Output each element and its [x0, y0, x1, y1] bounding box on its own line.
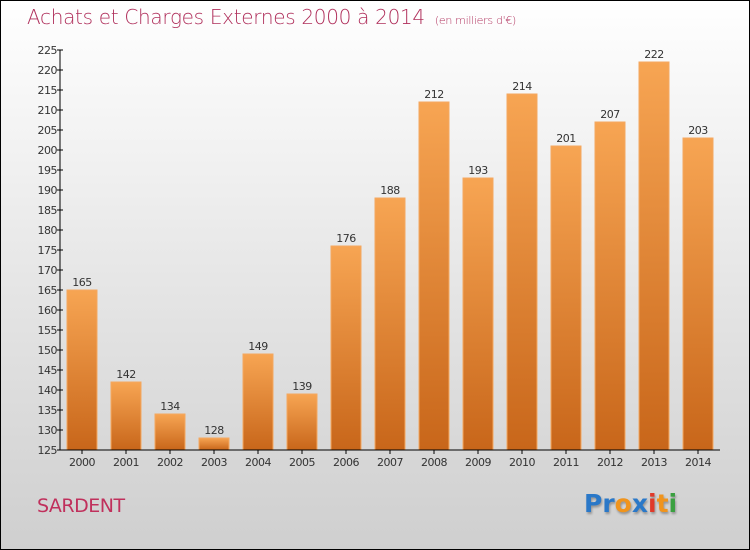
logo-letter: o: [614, 489, 632, 518]
y-tick-label-180: 180: [38, 224, 58, 237]
x-tick-label-2000: 2000: [69, 456, 95, 469]
value-label-2010: 214: [512, 80, 532, 93]
y-tick-label-220: 220: [38, 64, 58, 77]
bar-2012: [594, 121, 626, 451]
logo-letter: i: [668, 489, 678, 518]
x-tick-label-2007: 2007: [377, 456, 403, 469]
bar-2009: [462, 177, 494, 451]
x-tick-label-2004: 2004: [245, 456, 271, 469]
bar-2003: [198, 437, 230, 451]
bar-2005: [286, 393, 318, 451]
y-tick-label-150: 150: [38, 344, 58, 357]
bar-2007: [374, 197, 406, 451]
commune-name: SARDENT: [37, 495, 125, 517]
value-label-2005: 139: [292, 380, 312, 393]
chart-title: Achats et Charges Externes 2000 à 2014 (e…: [27, 5, 516, 29]
logo-letter: P: [584, 489, 603, 518]
y-tick-label-160: 160: [38, 304, 58, 317]
y-tick-label-185: 185: [38, 204, 58, 217]
bar-2013: [638, 61, 670, 451]
x-tick-label-2012: 2012: [597, 456, 623, 469]
bar-2008: [418, 101, 450, 451]
y-tick-label-200: 200: [38, 144, 58, 157]
value-label-2000: 165: [72, 276, 92, 289]
y-tick-label-175: 175: [38, 244, 58, 257]
y-tick-label-135: 135: [38, 404, 58, 417]
bar-2014: [682, 137, 714, 451]
logo-letter: r: [602, 489, 615, 518]
value-label-2003: 128: [204, 424, 224, 437]
bar-2001: [110, 381, 142, 451]
x-tick-label-2008: 2008: [421, 456, 447, 469]
value-label-2009: 193: [468, 164, 488, 177]
value-label-2002: 134: [160, 400, 180, 413]
bar-2006: [330, 245, 362, 451]
x-tick-label-2011: 2011: [553, 456, 579, 469]
x-tick-label-2001: 2001: [113, 456, 139, 469]
y-tick-label-205: 205: [38, 124, 58, 137]
x-tick-label-2010: 2010: [509, 456, 535, 469]
bar-2010: [506, 93, 538, 451]
value-label-2006: 176: [336, 232, 356, 245]
y-tick-label-155: 155: [38, 324, 58, 337]
bars-group: 165 142 134 128 149 139 176 188 212 193 214 201 207 2…: [66, 48, 714, 451]
value-label-2007: 188: [380, 184, 400, 197]
x-tick-label-2009: 2009: [465, 456, 491, 469]
y-tick-label-195: 195: [38, 164, 58, 177]
title-text: Achats et Charges Externes 2000 à 2014: [27, 5, 425, 29]
x-axis: 2000 2001 2002 2003 2004 2005 2006 2007 2008 2009…: [60, 449, 720, 469]
bar-2002: [154, 413, 186, 451]
x-tick-label-2014: 2014: [685, 456, 711, 469]
x-tick-label-2006: 2006: [333, 456, 359, 469]
x-tick-label-2002: 2002: [157, 456, 183, 469]
y-tick-label-210: 210: [38, 104, 58, 117]
y-tick-label-145: 145: [38, 364, 58, 377]
y-tick-label-215: 215: [38, 84, 58, 97]
y-tick-label-170: 170: [38, 264, 58, 277]
x-tick-label-2005: 2005: [289, 456, 315, 469]
y-tick-label-125: 125: [38, 444, 58, 457]
bar-2004: [242, 353, 274, 451]
value-label-2001: 142: [116, 368, 136, 381]
logo-letter: t: [656, 489, 669, 518]
value-label-2008: 212: [424, 88, 444, 101]
y-tick-label-190: 190: [38, 184, 58, 197]
y-tick-label-225: 225: [38, 44, 58, 57]
unit-note: (en milliers d'€): [434, 14, 517, 27]
y-tick-label-140: 140: [38, 384, 58, 397]
value-label-2014: 203: [688, 124, 708, 137]
value-label-2012: 207: [600, 108, 620, 121]
proxiti-logo[interactable]: Proxiti: [584, 489, 677, 518]
value-label-2004: 149: [248, 340, 268, 353]
x-tick-label-2013: 2013: [641, 456, 667, 469]
y-axis: 125 130 135 140 145 150 155 160 165 170 175 180 185 1…: [38, 44, 63, 457]
bar-2000: [66, 289, 98, 451]
value-label-2011: 201: [556, 132, 576, 145]
logo-letter: x: [631, 489, 648, 518]
logo-letter: i: [648, 489, 657, 518]
x-tick-label-2003: 2003: [201, 456, 227, 469]
y-tick-label-130: 130: [38, 424, 58, 437]
y-tick-label-165: 165: [38, 284, 58, 297]
value-label-2013: 222: [644, 48, 664, 61]
bar-2011: [550, 145, 582, 451]
